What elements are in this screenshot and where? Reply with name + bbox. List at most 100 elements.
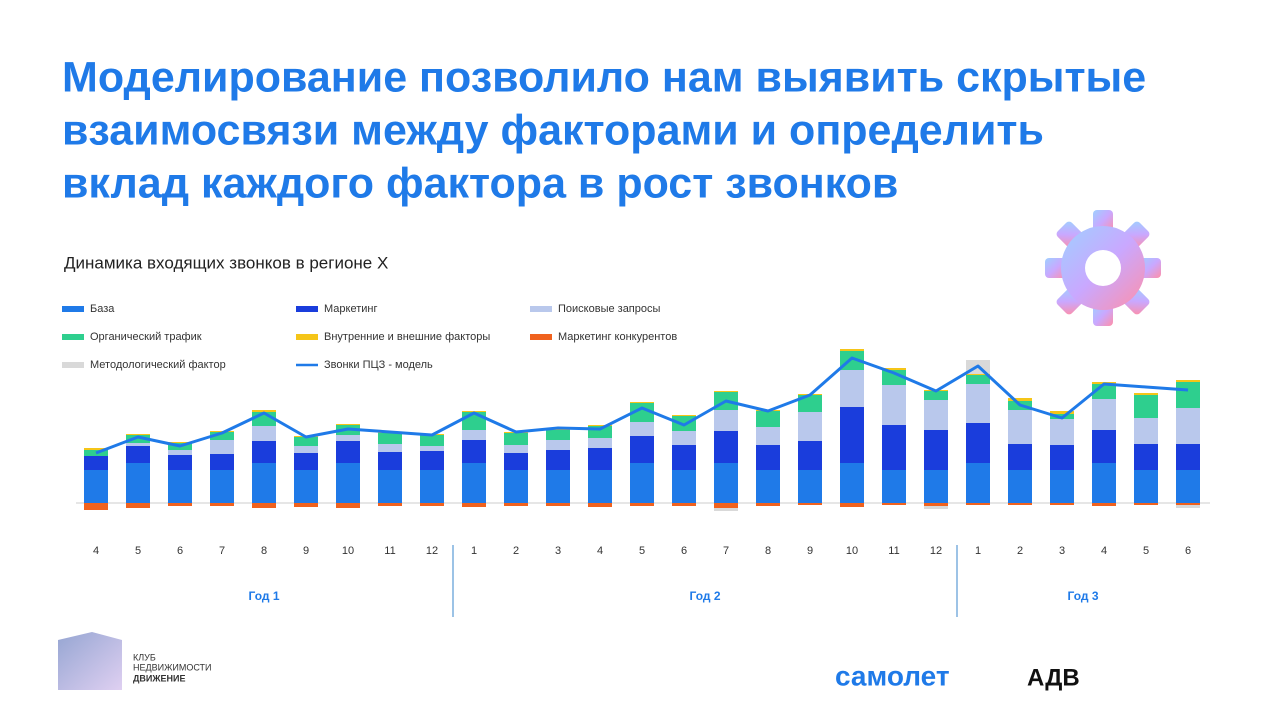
bar-segment	[378, 444, 402, 452]
bar-segment	[294, 470, 318, 503]
logo-text: НЕДВИЖИМОСТИ	[133, 662, 212, 672]
legend-label: Поисковые запросы	[558, 303, 660, 315]
x-tick-label: 2	[1017, 545, 1023, 557]
bar-segment	[1134, 503, 1158, 505]
x-tick-label: 1	[975, 545, 981, 557]
slide-title: вклад каждого фактора в рост звонков	[62, 159, 898, 207]
bar-segment	[546, 503, 570, 506]
bar-segment	[378, 503, 402, 506]
bar-segment	[798, 441, 822, 470]
bar-segment	[1134, 418, 1158, 444]
x-tick-label: 3	[1059, 545, 1065, 557]
logo-text: ДВИЖЕНИЕ	[133, 673, 186, 683]
x-tick-label: 9	[303, 545, 309, 557]
bar-segment	[882, 385, 906, 425]
bar-segment	[1176, 470, 1200, 503]
x-group-label: Год 2	[689, 589, 720, 603]
bar-segment	[924, 430, 948, 470]
bar-segment	[1050, 411, 1074, 414]
bar-segment	[714, 463, 738, 503]
x-tick-label: 4	[597, 545, 603, 557]
legend-label: Методологический фактор	[90, 359, 226, 371]
bar-segment	[126, 443, 150, 446]
legend-swatch	[62, 362, 84, 368]
bar-segment	[252, 410, 276, 412]
bar-segment	[1176, 503, 1200, 505]
bar-segment	[966, 503, 990, 505]
x-tick-label: 6	[1185, 545, 1191, 557]
bar-segment	[966, 384, 990, 423]
bar-segment	[840, 349, 864, 351]
x-group-label: Год 3	[1067, 589, 1098, 603]
x-tick-label: 6	[681, 545, 687, 557]
x-tick-label: 12	[426, 545, 438, 557]
bar-segment	[966, 375, 990, 384]
bar-segment	[756, 503, 780, 506]
bar-segment	[630, 422, 654, 436]
bar-segment	[126, 503, 150, 508]
bar-segment	[1176, 505, 1200, 508]
bar-segment	[924, 506, 948, 509]
bar-segment	[630, 402, 654, 403]
bar-segment	[210, 503, 234, 506]
bar-segment	[336, 424, 360, 425]
bar-segment	[714, 431, 738, 463]
bar-segment	[1050, 503, 1074, 505]
bar-segment	[126, 435, 150, 443]
bar-segment	[672, 470, 696, 503]
bar-segment	[168, 503, 192, 506]
bar-segment	[1134, 444, 1158, 470]
bar-segment	[1092, 399, 1116, 430]
x-tick-label: 9	[807, 545, 813, 557]
x-tick-label: 7	[723, 545, 729, 557]
bar-segment	[126, 434, 150, 435]
bar-segment	[294, 503, 318, 507]
bar-segment	[966, 423, 990, 463]
x-tick-label: 11	[888, 545, 899, 557]
x-tick-label: 4	[93, 545, 99, 557]
bar-segment	[1134, 470, 1158, 503]
bar-segment	[420, 503, 444, 506]
legend-swatch	[296, 306, 318, 312]
bar-segment	[504, 453, 528, 470]
bar-segment	[504, 445, 528, 453]
legend-swatch	[62, 334, 84, 340]
bar-segment	[462, 440, 486, 463]
bar-segment	[1176, 380, 1200, 382]
bar-segment	[588, 470, 612, 503]
legend-label: База	[90, 303, 115, 315]
bar-segment	[588, 448, 612, 470]
x-tick-label: 5	[639, 545, 645, 557]
bar-segment	[84, 503, 108, 510]
bar-segment	[546, 440, 570, 450]
line-series	[95, 356, 1189, 455]
bar-segment	[882, 503, 906, 505]
bar-segment	[504, 470, 528, 503]
x-tick-label: 11	[384, 545, 395, 557]
x-tick-label: 10	[846, 545, 858, 557]
slide-title: взаимосвязи между факторами и определить	[62, 106, 1044, 154]
bar-segment	[672, 503, 696, 506]
bar-segment	[630, 403, 654, 422]
x-tick-label: 3	[555, 545, 561, 557]
x-tick-label: 6	[177, 545, 183, 557]
bar-segment	[588, 425, 612, 426]
bar-segment	[756, 411, 780, 427]
bar-segment	[714, 410, 738, 431]
x-group-label: Год 1	[248, 589, 279, 603]
logo-adv: АДВ	[1027, 664, 1080, 691]
bar-segment	[1176, 408, 1200, 444]
bar-segment	[378, 470, 402, 503]
x-tick-label: 8	[261, 545, 267, 557]
x-tick-label: 7	[219, 545, 225, 557]
bar-segment	[714, 503, 738, 508]
bar-segment	[420, 446, 444, 451]
bar-segment	[756, 470, 780, 503]
x-tick-label: 5	[135, 545, 141, 557]
bar-segment	[1008, 503, 1032, 505]
legend-label: Маркетинг	[324, 303, 377, 315]
bar-segment	[294, 446, 318, 453]
bar-segment	[882, 368, 906, 370]
legend-label: Органический трафик	[90, 331, 202, 343]
bar-segment	[462, 411, 486, 412]
